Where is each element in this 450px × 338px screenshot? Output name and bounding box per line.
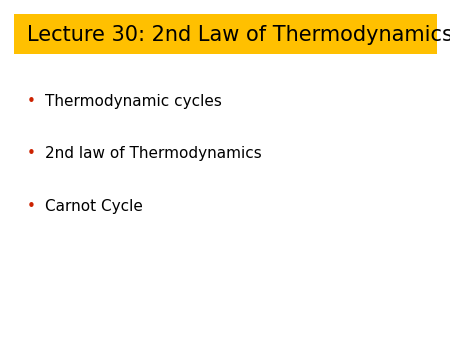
Text: Carnot Cycle: Carnot Cycle — [45, 199, 143, 214]
Text: •: • — [27, 146, 36, 161]
Text: •: • — [27, 199, 36, 214]
Text: Lecture 30: 2nd Law of Thermodynamics: Lecture 30: 2nd Law of Thermodynamics — [27, 25, 450, 46]
Text: Thermodynamic cycles: Thermodynamic cycles — [45, 94, 222, 109]
Text: 2nd law of Thermodynamics: 2nd law of Thermodynamics — [45, 146, 262, 161]
Text: •: • — [27, 94, 36, 109]
